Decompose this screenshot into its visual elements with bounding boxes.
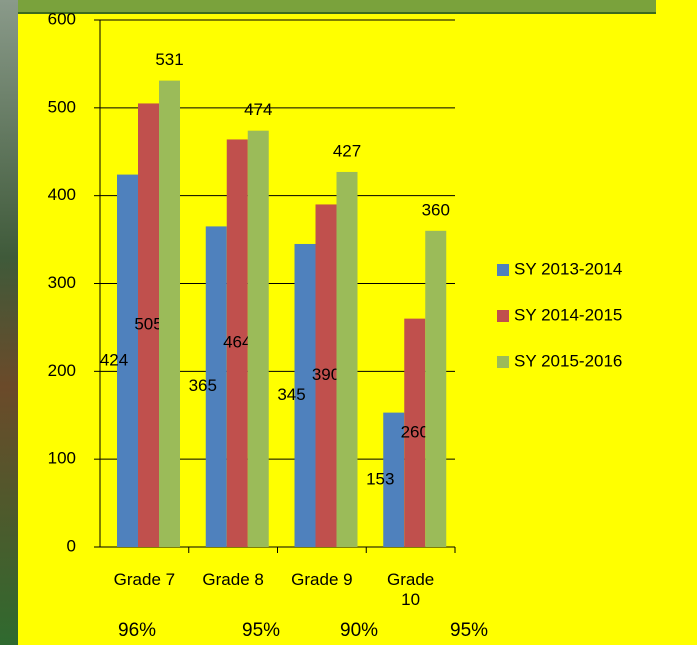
bar: [138, 103, 159, 548]
bar: [294, 243, 316, 547]
data-label: 427: [333, 141, 361, 160]
legend-label: SY 2015-2016: [514, 351, 622, 370]
legend-swatch: [497, 264, 509, 276]
data-label: 360: [422, 200, 450, 219]
x-tick-label: Grade 8: [202, 570, 264, 589]
data-label: 505: [134, 315, 162, 334]
data-label: 464: [223, 333, 251, 352]
percent-note: 96%: [118, 620, 157, 641]
y-tick-label: 400: [48, 185, 76, 204]
percent-note: 95%: [450, 620, 489, 641]
bar: [404, 318, 426, 547]
legend-swatch: [497, 356, 509, 368]
bar: [383, 412, 405, 547]
data-label: 153: [366, 469, 394, 488]
x-tick-label: Grade 10: [387, 570, 435, 609]
y-tick-label: 0: [67, 536, 76, 555]
data-label: 345: [277, 385, 305, 404]
bar: [315, 204, 337, 547]
bar: [247, 130, 269, 548]
data-label: 474: [244, 100, 272, 119]
percent-note: 90%: [340, 620, 379, 641]
percent-note: 95%: [242, 620, 281, 641]
y-tick-label: 600: [48, 9, 76, 28]
bar: [205, 226, 227, 548]
y-tick-label: 300: [48, 273, 76, 292]
legend-label: SY 2014-2015: [514, 305, 622, 324]
bar: [117, 174, 138, 547]
legend-label: SY 2013-2014: [514, 259, 622, 278]
y-tick-label: 200: [48, 361, 76, 380]
x-tick-label: Grade 7: [113, 570, 176, 589]
data-label: 424: [100, 350, 128, 369]
y-tick-label: 500: [48, 97, 76, 116]
photo-edge: [0, 0, 18, 645]
data-label: 365: [189, 376, 217, 395]
bar: [226, 139, 248, 547]
y-tick-label: 100: [48, 449, 76, 468]
x-tick-label: Grade 9: [291, 570, 353, 589]
data-label: 260: [401, 422, 429, 441]
header-strip: [18, 0, 656, 14]
bar: [336, 171, 358, 547]
data-label: 531: [155, 50, 183, 69]
bar: [425, 230, 447, 548]
legend-swatch: [497, 310, 509, 322]
data-label: 390: [312, 365, 340, 384]
bar: [159, 80, 180, 547]
